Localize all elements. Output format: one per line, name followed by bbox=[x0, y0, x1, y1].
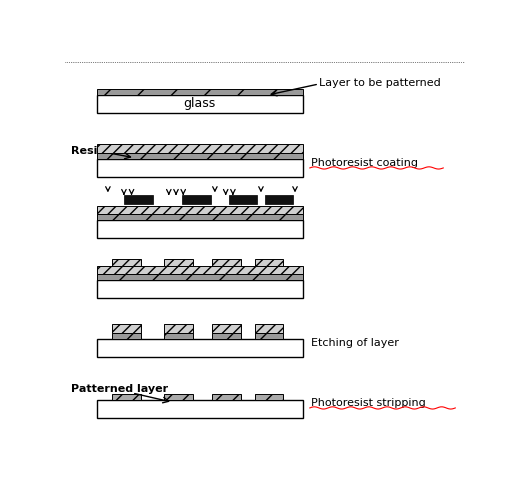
Bar bbox=[254, 259, 283, 266]
Text: Layer to be patterned: Layer to be patterned bbox=[319, 78, 441, 88]
Bar bbox=[254, 393, 283, 400]
Bar bbox=[164, 259, 193, 266]
Bar bbox=[112, 333, 141, 338]
Bar bbox=[164, 333, 193, 338]
Bar bbox=[97, 338, 303, 356]
Bar bbox=[265, 195, 294, 205]
Bar bbox=[212, 324, 241, 333]
Bar bbox=[254, 333, 283, 338]
Bar bbox=[254, 324, 283, 333]
Bar bbox=[164, 393, 193, 400]
Bar bbox=[212, 393, 241, 400]
Bar bbox=[97, 95, 303, 113]
Bar bbox=[97, 144, 303, 152]
Bar bbox=[212, 333, 241, 338]
Bar bbox=[212, 259, 241, 266]
Bar bbox=[112, 393, 141, 400]
Bar bbox=[124, 195, 153, 205]
Text: Photoresist stripping: Photoresist stripping bbox=[311, 398, 426, 408]
Text: Patterned layer: Patterned layer bbox=[71, 384, 168, 394]
Bar bbox=[229, 195, 257, 205]
Bar bbox=[97, 266, 303, 275]
Text: Resist: Resist bbox=[71, 147, 109, 156]
Bar bbox=[97, 206, 303, 214]
Bar bbox=[97, 221, 303, 239]
Bar bbox=[183, 195, 211, 205]
Text: Photoresist coating: Photoresist coating bbox=[311, 158, 418, 169]
Bar bbox=[97, 214, 303, 221]
Text: glass: glass bbox=[184, 97, 216, 111]
Bar bbox=[97, 152, 303, 159]
Bar bbox=[97, 400, 303, 418]
Bar bbox=[97, 275, 303, 281]
Bar bbox=[97, 159, 303, 177]
Bar bbox=[112, 324, 141, 333]
Text: Etching of layer: Etching of layer bbox=[311, 337, 399, 348]
Bar bbox=[164, 324, 193, 333]
Bar bbox=[112, 259, 141, 266]
Bar bbox=[97, 89, 303, 95]
Bar bbox=[97, 281, 303, 299]
